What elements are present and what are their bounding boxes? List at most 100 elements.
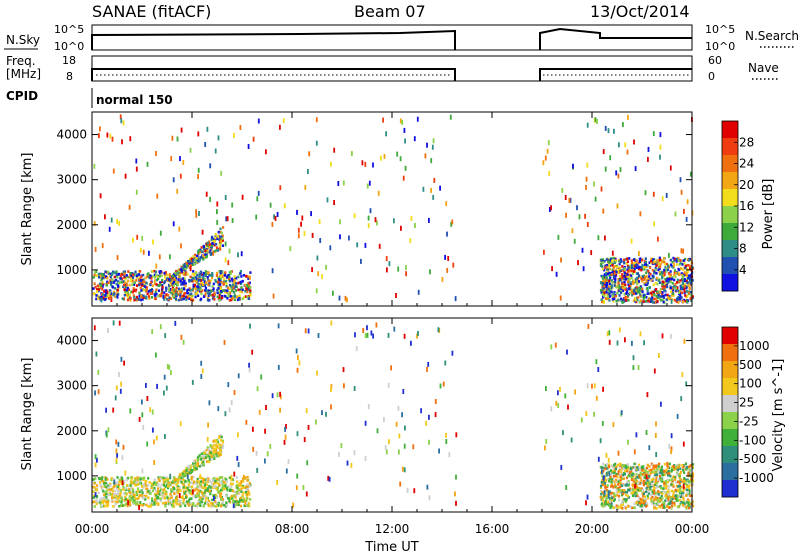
echo-cell [171, 290, 174, 294]
echo-cell [616, 266, 619, 269]
echo-cell [663, 288, 666, 292]
echo-cell [233, 500, 237, 503]
echo-cell [613, 261, 616, 264]
echo-cell [656, 290, 659, 294]
echo-cell [200, 360, 203, 366]
echo-cell [150, 281, 153, 284]
echo-cell [626, 480, 629, 484]
echo-cell [241, 486, 244, 489]
echo-cell [612, 466, 615, 470]
echo-cell [106, 132, 109, 138]
echo-cell [679, 467, 682, 470]
echo-cell [623, 280, 626, 284]
echo-cell [257, 118, 260, 124]
echo-cell [633, 480, 636, 483]
echo-cell [194, 258, 197, 262]
echo-cell [213, 476, 216, 480]
echo-cell [659, 265, 662, 269]
echo-cell [242, 491, 245, 494]
echo-cell [683, 284, 686, 288]
echo-cell [164, 480, 167, 484]
echo-cell [672, 490, 675, 493]
echo-cell [618, 262, 621, 266]
echo-cell [94, 454, 97, 460]
echo-cell [602, 278, 605, 281]
echo-cell [623, 489, 626, 492]
echo-cell [210, 238, 213, 242]
echo-cell [653, 492, 656, 495]
echo-cell [95, 294, 98, 297]
echo-cell [449, 114, 452, 120]
echo-cell [601, 276, 604, 279]
echo-cell [624, 337, 626, 343]
echo-cell [633, 462, 636, 466]
echo-cell [660, 270, 663, 274]
echo-cell [351, 151, 353, 157]
echo-cell [120, 495, 123, 498]
echo-cell [110, 477, 113, 480]
echo-cell [327, 475, 330, 481]
echo-cell [601, 499, 604, 502]
echo-cell [620, 260, 623, 263]
echo-cell [602, 296, 605, 299]
echo-cell [204, 456, 207, 459]
echo-cell [688, 291, 691, 295]
echo-cell [171, 282, 174, 286]
echo-cell [135, 274, 138, 278]
echo-cell [669, 258, 672, 262]
echo-cell [625, 500, 628, 504]
echo-cell [164, 278, 167, 282]
echo-cell [632, 466, 635, 469]
echo-cell [154, 270, 157, 274]
echo-cell [196, 273, 199, 277]
echo-cell [646, 494, 649, 498]
echo-cell [211, 244, 214, 248]
echo-cell [230, 289, 234, 292]
echo-cell [208, 455, 211, 461]
echo-cell [581, 247, 584, 253]
echo-cell [169, 287, 172, 291]
echo-cell [557, 390, 559, 396]
echo-cell [242, 274, 245, 277]
echo-cell [646, 463, 649, 467]
echo-cell [657, 502, 660, 506]
echo-cell [240, 280, 243, 284]
echo-cell [225, 284, 228, 288]
echo-cell [638, 291, 641, 294]
echo-cell [623, 498, 626, 501]
echo-cell [174, 498, 177, 504]
echo-cell [144, 482, 147, 485]
echo-cell [672, 292, 675, 296]
echo-cell [125, 501, 128, 505]
echo-cell [116, 500, 119, 504]
echo-cell [135, 295, 138, 299]
echo-cell [163, 281, 166, 285]
echo-cell [255, 450, 258, 456]
echo-cell [682, 273, 686, 276]
echo-cell [653, 506, 656, 510]
echo-cell [214, 449, 218, 452]
echo-cell [617, 269, 620, 275]
echo-cell [107, 493, 110, 496]
echo-cell [160, 483, 163, 486]
echo-cell [604, 477, 607, 480]
echo-cell [176, 281, 179, 284]
echo-cell [155, 263, 158, 269]
echo-cell [100, 477, 103, 480]
echo-cell [116, 476, 119, 479]
colorbar-segment [722, 274, 738, 292]
echo-cell [169, 282, 172, 286]
echo-cell [642, 501, 645, 505]
echo-cell [118, 281, 121, 285]
echo-cell [182, 502, 185, 505]
echo-cell [677, 296, 680, 299]
echo-cell [654, 268, 657, 272]
echo-cell [122, 485, 125, 489]
echo-cell [271, 221, 274, 227]
echo-cell [595, 359, 598, 365]
echo-cell [199, 504, 202, 507]
echo-cell [114, 494, 117, 498]
echo-cell [192, 255, 195, 258]
echo-cell [168, 296, 171, 300]
